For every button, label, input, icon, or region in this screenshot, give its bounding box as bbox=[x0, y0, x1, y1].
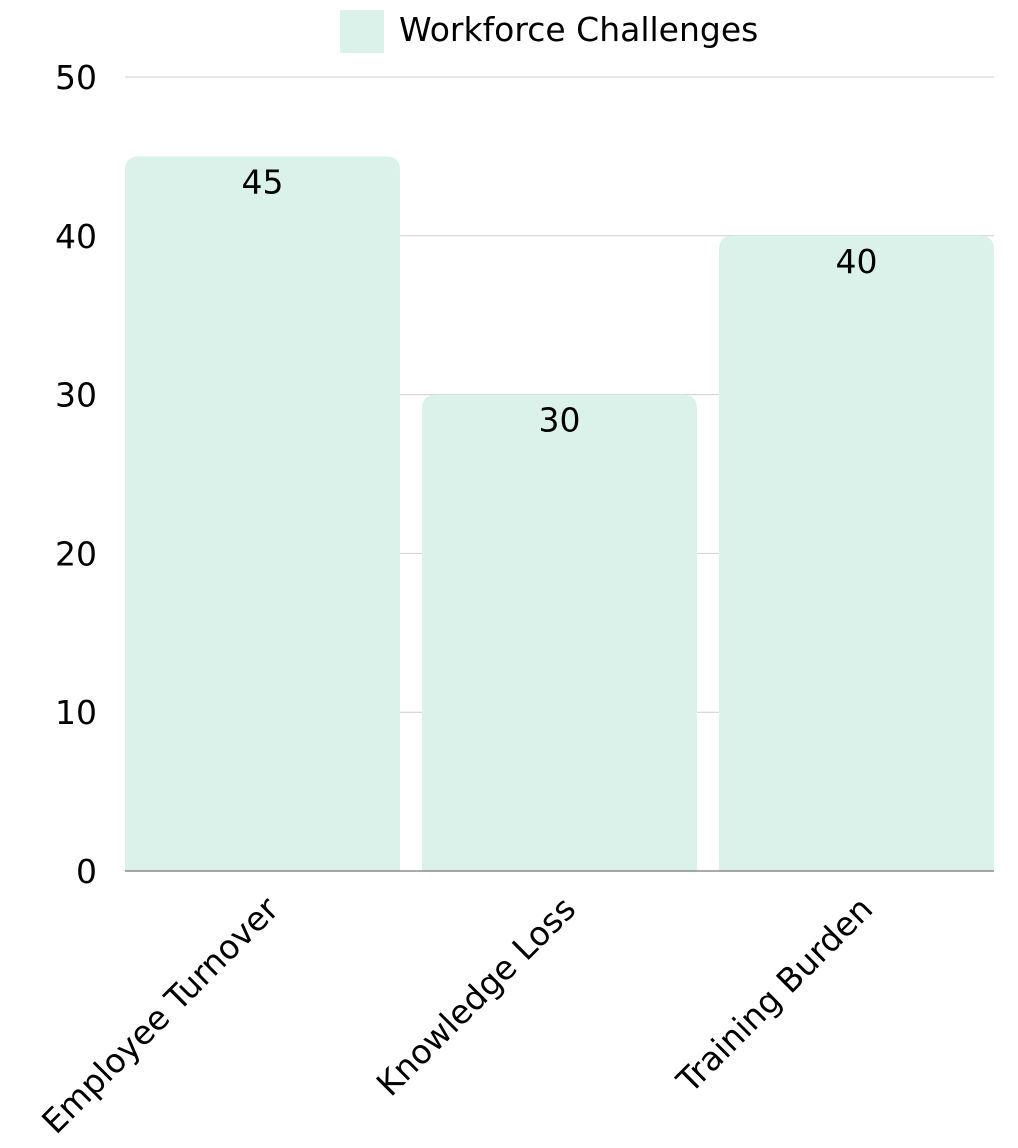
bar bbox=[125, 156, 400, 871]
x-axis-ticks: Employee Turnover Knowledge Loss Training … bbox=[34, 889, 880, 1141]
data-label: 30 bbox=[539, 401, 581, 440]
data-label: 40 bbox=[836, 242, 878, 281]
bar bbox=[719, 235, 994, 872]
x-tick-label: Training Burden bbox=[668, 889, 880, 1101]
data-labels: 45 30 40 bbox=[242, 162, 878, 439]
legend-label: Workforce Challenges bbox=[399, 10, 758, 49]
bars bbox=[125, 156, 994, 872]
legend-swatch bbox=[340, 10, 384, 53]
y-tick-label: 40 bbox=[55, 217, 97, 256]
bar bbox=[422, 394, 697, 871]
data-label: 45 bbox=[242, 162, 284, 201]
y-tick-label: 20 bbox=[55, 534, 97, 573]
x-tick-label: Knowledge Loss bbox=[369, 889, 583, 1103]
y-tick-label: 10 bbox=[55, 693, 97, 732]
y-axis-ticks: 0 10 20 30 40 50 bbox=[55, 58, 97, 891]
y-tick-label: 0 bbox=[76, 852, 97, 891]
y-tick-label: 30 bbox=[55, 376, 97, 415]
x-tick-label: Employee Turnover bbox=[34, 889, 286, 1141]
legend: Workforce Challenges bbox=[340, 10, 758, 53]
y-tick-label: 50 bbox=[55, 58, 97, 97]
